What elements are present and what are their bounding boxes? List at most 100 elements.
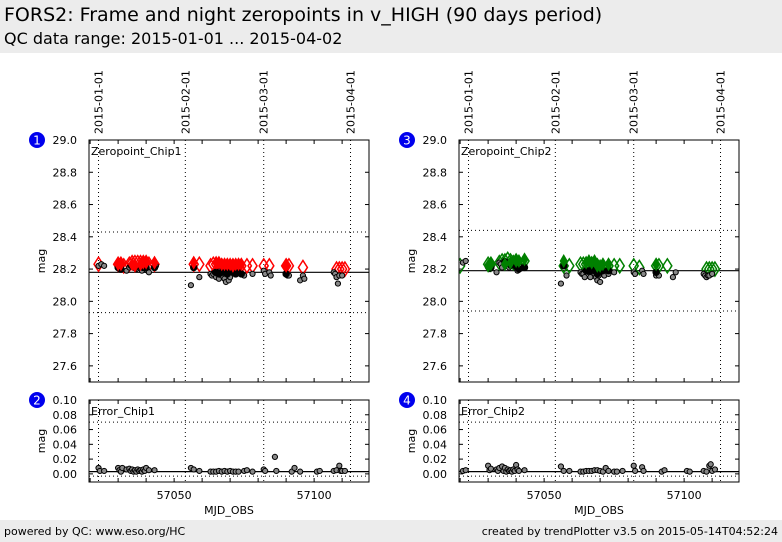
plot-badge-circle [399, 392, 415, 408]
y-tick-label: 28.2 [423, 263, 448, 276]
night-zeropoint-filled-marker [559, 254, 568, 268]
data-layer [93, 254, 351, 289]
frame-point [493, 269, 500, 276]
plot-badge-number: 1 [33, 134, 41, 148]
night-zeropoint-filled-marker [142, 255, 151, 270]
date-label: 2015-04-01 [345, 70, 358, 134]
frame-point [560, 467, 567, 475]
x-axis-label: MJD_OBS [204, 504, 254, 517]
frame-point [566, 467, 573, 475]
plot-4: 0.00 0.02 0.040.06 0.08 0.10 57050 57100 MJD_OB… [399, 392, 740, 517]
frame-point [262, 467, 269, 475]
night-zeropoint-marker [709, 260, 721, 278]
frame-point [196, 274, 203, 281]
frame-point [619, 467, 626, 475]
frame-point [341, 467, 349, 475]
frame-point [462, 467, 469, 474]
frame-point [249, 468, 256, 475]
plot-badge-number: 2 [33, 394, 41, 408]
frame-point [632, 270, 639, 278]
y-tick-label: 0.08 [53, 409, 78, 422]
frame-point [605, 467, 612, 475]
frame-point [711, 466, 719, 473]
footer-created-by: created by trendPlotter v3.5 on 2015-05-… [481, 525, 778, 538]
frame-point [661, 467, 668, 474]
frame-point [686, 468, 693, 475]
data-layer [95, 453, 349, 475]
y-tick-label: 28.2 [53, 263, 78, 276]
y-tick-label: 0.02 [423, 453, 448, 466]
frame-point [316, 467, 323, 475]
x-tick-label: 57100 [667, 489, 702, 502]
night-zeropoint-marker [633, 259, 645, 276]
plot-title: Zeropoint_Chip1 [91, 145, 182, 158]
frame-point [557, 463, 565, 470]
frame-point [515, 467, 523, 475]
night-zeropoint-filled-marker [116, 257, 125, 272]
frame-point [145, 467, 153, 474]
y-axis-label: mag [405, 429, 418, 453]
y-tick-label: 0.08 [423, 409, 448, 422]
frame-point [563, 272, 570, 279]
frame-point [249, 270, 256, 278]
frame-point [640, 270, 647, 278]
frame-point [630, 462, 637, 469]
frame-point [707, 461, 714, 468]
y-axis-label: mag [35, 429, 48, 453]
night-zeropoint-filled-marker [604, 257, 613, 272]
frame-point [190, 466, 197, 473]
night-zeropoint-filled-marker [282, 258, 291, 273]
frame-point [334, 280, 342, 287]
frame-point [267, 272, 274, 279]
frame-point [597, 278, 604, 286]
frame-point [101, 467, 108, 475]
y-tick-label: 28.4 [423, 231, 448, 244]
frame-point [273, 467, 280, 475]
plot-badge-circle [29, 132, 45, 148]
frame-point [101, 262, 108, 269]
frame-point [640, 467, 647, 475]
frame-point [187, 282, 195, 289]
y-tick-label: 28.6 [423, 199, 448, 212]
y-tick-label: 28.8 [53, 166, 78, 179]
date-label: 2015-02-01 [549, 70, 562, 134]
date-label: 2015-03-01 [628, 70, 641, 134]
data-layer [459, 461, 719, 475]
footer-powered-by[interactable]: powered by QC: www.eso.org/HC [4, 525, 186, 538]
plot-title: Error_Chip1 [91, 405, 155, 418]
y-tick-label: 0.04 [423, 438, 448, 451]
plot-3: 2015-01-01 2015-02-01 2015-03-01 2015-04-01… [399, 70, 740, 383]
frame-point [672, 269, 679, 276]
frame-point [632, 467, 639, 475]
night-mean-point [237, 270, 246, 278]
plot-1: 2015-01-01 2015-02-01 2015-03-01 2015-04-01… [29, 70, 370, 383]
night-zeropoint-filled-marker [237, 257, 246, 272]
y-tick-label: 0.00 [423, 468, 448, 481]
frame-point [487, 465, 495, 472]
plot-badge-number: 3 [403, 134, 411, 148]
y-tick-label: 0.10 [53, 394, 78, 407]
y-tick-label: 0.04 [53, 438, 78, 451]
night-zeropoint-filled-marker [520, 252, 529, 267]
plot-title: Zeropoint_Chip2 [461, 145, 552, 158]
frame-point [301, 275, 308, 282]
frame-point [611, 269, 618, 276]
frame-point [297, 468, 304, 475]
frame-point [613, 468, 621, 475]
night-zeropoint-filled-marker [150, 255, 159, 270]
plot-2: 0.00 0.02 0.040.06 0.08 0.10 57050 57100 MJD_OB… [29, 392, 370, 517]
plot-title: Error_Chip2 [461, 405, 525, 418]
y-tick-label: 0.00 [53, 468, 78, 481]
frame-point [669, 274, 677, 281]
data-layer [459, 250, 721, 287]
frame-point [703, 468, 710, 475]
page-title: FORS2: Frame and night zeropoints in v_H… [4, 4, 603, 26]
frame-point [243, 467, 251, 474]
y-tick-label: 29.0 [423, 134, 448, 147]
frame-point [336, 462, 343, 469]
date-label: 2015-03-01 [258, 70, 271, 134]
frame-point [557, 280, 565, 287]
y-tick-label: 28.6 [53, 199, 78, 212]
frame-point [271, 453, 279, 460]
y-tick-label: 28.0 [53, 295, 78, 308]
